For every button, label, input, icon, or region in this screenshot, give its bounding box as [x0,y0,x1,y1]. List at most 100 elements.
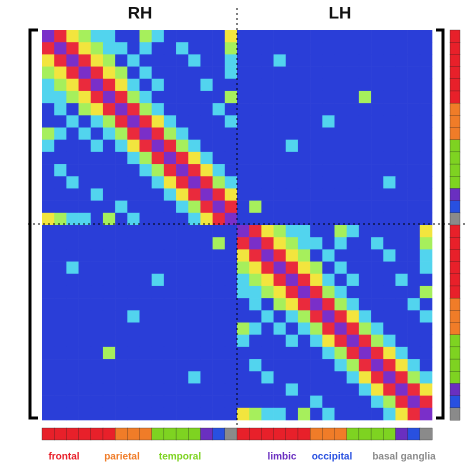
cell [127,322,140,335]
region-bar-bottom [261,427,275,441]
cell [139,371,152,384]
cell [383,164,396,177]
cell [224,78,238,92]
cell [383,30,396,43]
cell [419,322,433,335]
cell [78,127,92,140]
cell [297,78,311,92]
cell [224,322,238,335]
cell [419,261,433,275]
cell [419,383,433,396]
cell [127,237,140,250]
region-bar-right [449,163,461,177]
cell [66,249,79,262]
cell [151,139,165,153]
cell [224,346,238,360]
cell [407,127,421,140]
cell [249,407,262,421]
cell [139,30,152,43]
cell [261,127,274,140]
cell [346,188,360,201]
cell [176,164,189,177]
cell [346,298,360,311]
cell [54,273,67,287]
cell [78,346,92,360]
cell [163,395,177,409]
cell [297,249,311,262]
cell [273,212,287,226]
cell [358,285,372,299]
cell [285,346,299,360]
cell [297,212,311,226]
cell [395,346,408,360]
cell [358,225,372,238]
cell [224,90,238,104]
cell [42,395,55,409]
cell [127,261,140,275]
cell [200,359,213,372]
cell [334,285,347,299]
cell [419,176,433,189]
cell [371,212,384,226]
cell [395,139,408,153]
cell [285,249,299,262]
cell [358,54,372,67]
legend-label: limbic [268,452,297,463]
cell [102,54,116,67]
cell [163,298,177,311]
cell [151,66,165,80]
cell [249,298,262,311]
region-bar-bottom [163,427,177,441]
cell [42,237,55,250]
cell [163,139,177,153]
cell [249,322,262,335]
cell [273,395,287,409]
cell [310,346,323,360]
cell [163,127,177,140]
cell [176,395,189,409]
cell [346,407,360,421]
cell [273,261,287,275]
cell [163,322,177,335]
cell [115,42,128,55]
cell [395,212,408,226]
cell [310,200,323,214]
cell [188,139,201,153]
cell [395,261,408,275]
cell [176,322,189,335]
cell [237,115,250,128]
cell [102,212,116,226]
cell [200,164,213,177]
cell [285,200,299,214]
cell [310,310,323,323]
region-bar-bottom [78,427,92,441]
cell [346,42,360,55]
cell [407,30,421,43]
cell [297,151,311,165]
cell [139,285,152,299]
cell [176,151,189,165]
cell [151,322,165,335]
cell [310,407,323,421]
cell [115,322,128,335]
cell [42,103,55,116]
cell [102,200,116,214]
cell [310,127,323,140]
cell [383,188,396,201]
cell [66,127,79,140]
cell [358,334,372,348]
cell [139,395,152,409]
cell [346,334,360,348]
cell [261,176,274,189]
cell [285,298,299,311]
cell [90,90,104,104]
cell [42,322,55,335]
cell [322,225,335,238]
cell [297,90,311,104]
cell [188,90,201,104]
cell [261,90,274,104]
cell [297,383,311,396]
cell [188,225,201,238]
region-bar-bottom [151,427,165,441]
cell [285,395,299,409]
